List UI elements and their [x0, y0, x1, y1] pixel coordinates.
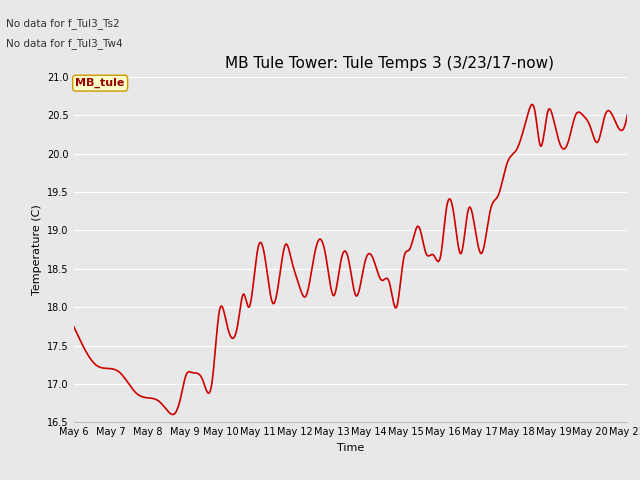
Title: MB Tule Tower: Tule Temps 3 (3/23/17-now): MB Tule Tower: Tule Temps 3 (3/23/17-now… — [225, 57, 554, 72]
X-axis label: Time: Time — [337, 443, 364, 453]
Text: MB_tule: MB_tule — [76, 78, 125, 88]
Text: No data for f_Tul3_Ts2: No data for f_Tul3_Ts2 — [6, 18, 120, 29]
Y-axis label: Temperature (C): Temperature (C) — [31, 204, 42, 295]
Text: No data for f_Tul3_Tw4: No data for f_Tul3_Tw4 — [6, 37, 123, 48]
